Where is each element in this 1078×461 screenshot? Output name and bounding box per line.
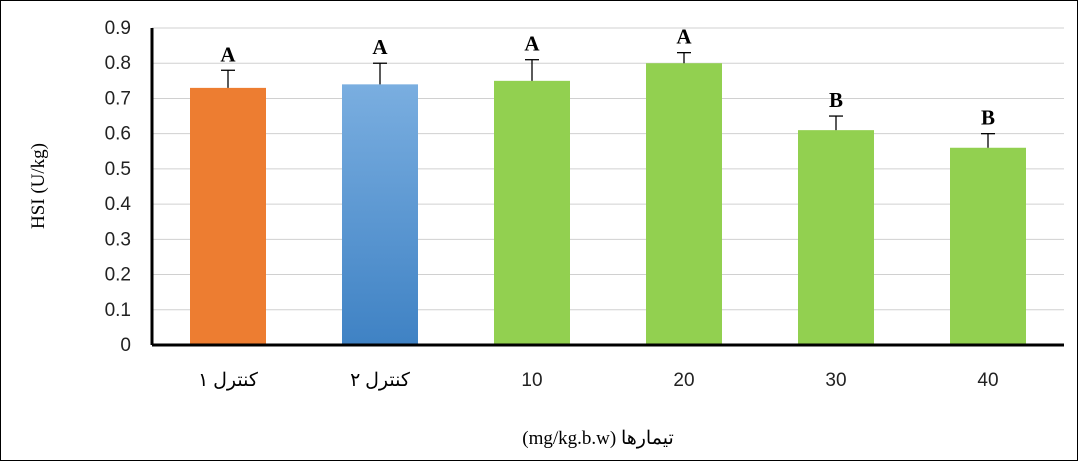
significance-letter: B [829,88,843,112]
bar [950,147,1026,345]
x-tick-labels: کنترل ۱ کنترل ۲ 10 20 30 40 [198,370,998,391]
y-tick-label: 0.5 [105,159,131,180]
y-tick-label: 0.9 [105,18,131,39]
significance-letter: A [676,25,692,49]
y-tick-labels: 0 0.1 0.2 0.3 0.4 0.5 0.6 0.7 0.8 0.9 [105,18,132,356]
x-tick-label: کنترل ۲ [350,370,411,391]
y-tick-label: 0.4 [105,194,132,215]
significance-letter: A [220,42,236,66]
error-bars [221,52,995,148]
axes [150,28,1064,347]
x-tick-label: 30 [825,370,846,391]
y-tick-label: 0.7 [105,88,131,109]
y-tick-label: 0.1 [105,300,131,321]
bar [342,84,418,345]
y-tick-label: 0.3 [105,229,131,250]
y-tick-label: 0.2 [105,265,131,286]
x-tick-label: کنترل ۱ [198,370,259,391]
y-tick-label: 0 [120,335,131,356]
significance-letter: B [981,106,995,130]
significance-letter: A [372,35,388,59]
bar [646,63,722,345]
x-axis-label: تیمارها (mg/kg.b.w) [522,428,673,449]
significance-letter: A [524,32,540,56]
x-tick-label: 40 [977,370,998,391]
y-tick-label: 0.8 [105,53,131,74]
bar [494,80,570,345]
y-axis-label: HSI (U/kg) [28,143,49,229]
significance-letters: A A A A B B [220,25,995,130]
bar [798,130,874,345]
x-tick-label: 10 [521,370,542,391]
y-tick-label: 0.6 [105,124,131,145]
bar [190,87,266,345]
x-tick-label: 20 [673,370,694,391]
gridlines [152,27,1064,311]
bars [190,63,1026,345]
